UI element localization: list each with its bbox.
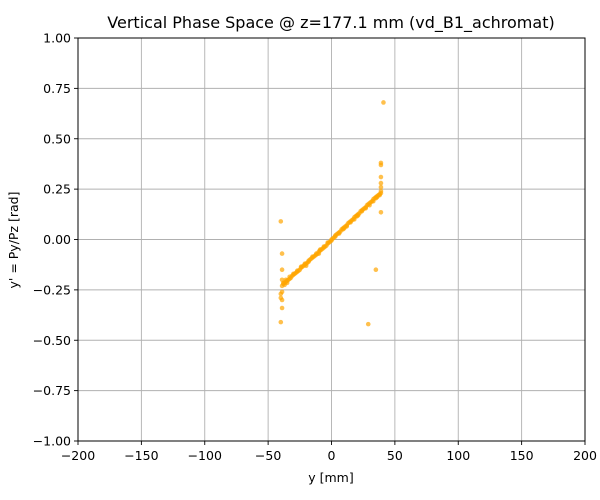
data-point xyxy=(278,291,284,297)
data-point xyxy=(278,219,284,224)
data-point xyxy=(348,220,353,225)
y-tick-label: 0.00 xyxy=(43,232,71,247)
y-tick-label: 0.75 xyxy=(43,81,71,96)
data-point xyxy=(378,160,384,166)
data-point xyxy=(278,319,284,325)
data-point xyxy=(377,192,382,198)
x-tick-label: −200 xyxy=(61,448,95,463)
y-tick-label: 0.25 xyxy=(43,182,71,197)
y-tick-label: −0.50 xyxy=(33,333,71,348)
data-point xyxy=(341,226,347,231)
data-point xyxy=(325,240,330,245)
data-point xyxy=(317,247,323,252)
x-tick-label: 100 xyxy=(446,448,470,463)
data-point xyxy=(371,198,376,204)
x-tick-label: −50 xyxy=(255,448,281,463)
data-point xyxy=(321,244,327,249)
data-point xyxy=(378,174,384,180)
data-point xyxy=(363,205,369,211)
data-point xyxy=(365,321,371,327)
chart-title: Vertical Phase Space @ z=177.1 mm (vd_B1… xyxy=(107,13,554,33)
data-point xyxy=(316,251,322,256)
data-point xyxy=(378,184,384,190)
x-tick-label: 0 xyxy=(328,448,336,463)
data-point xyxy=(298,264,304,270)
y-tick-label: −1.00 xyxy=(33,434,71,449)
data-point xyxy=(291,271,296,277)
x-axis-label: y [mm] xyxy=(308,470,353,485)
y-axis-label: y' = Py/Pz [rad] xyxy=(6,192,21,289)
data-point xyxy=(279,277,285,283)
data-point xyxy=(333,234,338,239)
y-tick-label: −0.75 xyxy=(33,383,71,398)
data-point xyxy=(367,202,372,208)
y-axis-ticks: −1.00 −0.75 −0.50 −0.25 0.00 0.25 0.50 0.75 1.00 xyxy=(33,31,78,449)
y-tick-label: −0.25 xyxy=(33,282,71,297)
data-point xyxy=(287,274,292,280)
data-point xyxy=(378,180,384,186)
x-tick-label: 150 xyxy=(510,448,534,463)
x-axis-ticks: −200 −150 −100 −50 0 50 100 150 200 xyxy=(61,441,597,463)
data-point xyxy=(303,263,309,268)
data-point xyxy=(294,268,300,274)
data-point xyxy=(381,100,386,105)
data-point xyxy=(373,195,379,201)
data-point xyxy=(279,267,285,273)
data-point xyxy=(284,280,290,286)
data-point xyxy=(278,295,284,301)
data-point xyxy=(336,231,342,236)
x-tick-label: 200 xyxy=(573,448,597,463)
data-point xyxy=(378,188,384,194)
data-point xyxy=(310,254,315,259)
data-point xyxy=(352,217,357,222)
data-point xyxy=(306,258,311,263)
x-tick-label: 50 xyxy=(387,448,403,463)
data-point xyxy=(378,209,384,215)
x-tick-label: −100 xyxy=(188,448,222,463)
data-point xyxy=(359,208,365,214)
data-point xyxy=(354,214,360,219)
x-tick-label: −150 xyxy=(124,448,158,463)
data-point xyxy=(373,267,379,273)
data-point xyxy=(279,251,285,256)
y-tick-label: 1.00 xyxy=(43,31,71,46)
data-points xyxy=(278,100,386,327)
y-tick-label: 0.50 xyxy=(43,131,71,146)
data-point xyxy=(279,305,285,311)
